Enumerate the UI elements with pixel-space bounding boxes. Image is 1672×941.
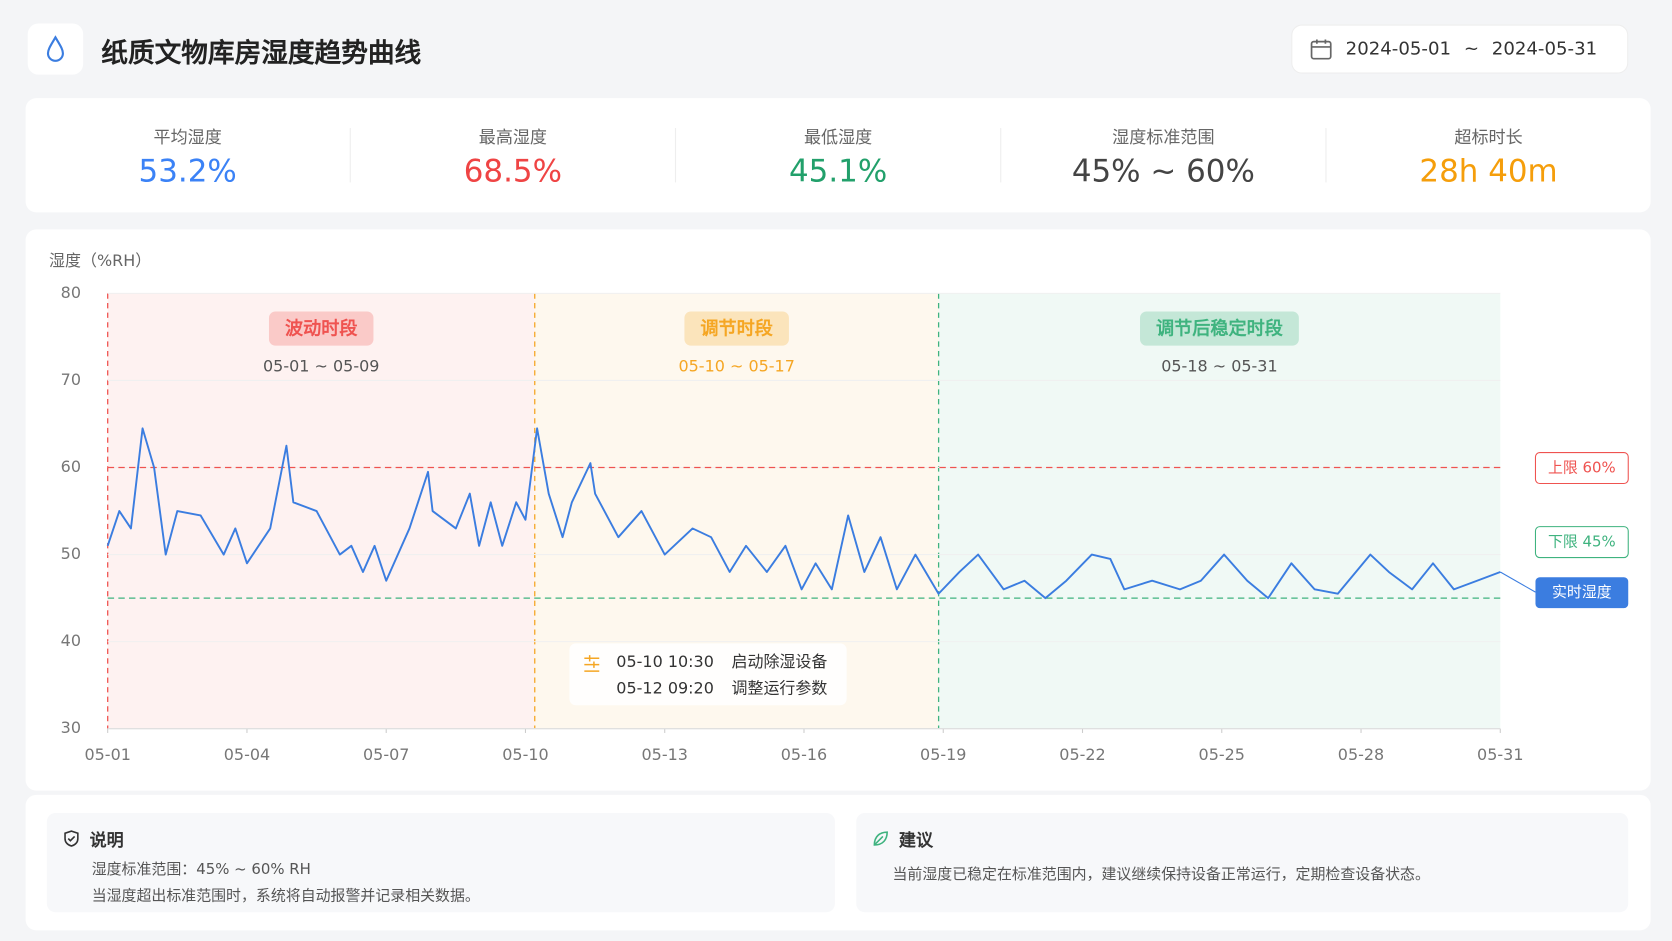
stat: 超标时长 28h 40m xyxy=(1325,126,1650,188)
y-axis-label: 湿度（%RH） xyxy=(49,251,151,270)
stat-label: 湿度标准范围 xyxy=(1112,126,1215,147)
stat: 最低湿度 45.1% xyxy=(674,126,1000,188)
date-range[interactable]: 2024-05-01 ~ 2024-05-31 xyxy=(1291,24,1629,74)
stat-value: 45% ~ 60% xyxy=(1071,152,1255,189)
period-range: 05-10 ~ 05-17 xyxy=(678,357,794,376)
period-range: 05-01 ~ 05-09 xyxy=(263,357,379,376)
x-tick-label: 05-28 xyxy=(1338,745,1384,764)
legend-label: 实时湿度 xyxy=(1552,583,1612,601)
y-tick-label: 80 xyxy=(61,283,81,302)
event-text: 调整运行参数 xyxy=(731,679,827,698)
x-tick-label: 05-25 xyxy=(1199,745,1245,764)
stat-label: 超标时长 xyxy=(1454,126,1523,147)
threshold-label: 上限 60% xyxy=(1548,459,1616,477)
y-tick-label: 30 xyxy=(61,718,81,737)
threshold-tag xyxy=(1534,452,1629,485)
event-icon xyxy=(584,655,600,672)
drop-icon xyxy=(46,35,64,62)
date-end: 2024-05-31 xyxy=(1491,38,1598,60)
period-band xyxy=(938,293,1501,729)
x-tick-label: 05-07 xyxy=(363,745,409,764)
stat: 平均湿度 53.2% xyxy=(26,98,350,212)
x-tick-label: 05-16 xyxy=(781,745,827,764)
stat-label: 平均湿度 xyxy=(153,126,222,147)
period-pill xyxy=(684,311,789,346)
stat-value: 53.2% xyxy=(138,152,237,189)
stats-card: 平均湿度 53.2% 最高湿度 68.5% 最低湿度 45.1% 湿度标准范围 45% ~ 6… xyxy=(25,98,1651,213)
notes-box: 说明 湿度标准范围：45% ~ 60% RH 当湿度超出标准范围时，系统将自动报… xyxy=(46,812,835,913)
y-tick-label: 50 xyxy=(61,544,81,563)
advice-title: 建议 xyxy=(898,830,934,851)
title: 纸质文物库房湿度趋势曲线 xyxy=(101,37,422,69)
threshold-label: 下限 45% xyxy=(1548,533,1616,551)
notes-title: 说明 xyxy=(89,830,124,851)
event-time: 05-12 09:20 xyxy=(616,679,714,698)
notes-heading: 说明 xyxy=(62,826,124,852)
period-pill xyxy=(1140,311,1299,346)
x-tick-label: 05-04 xyxy=(224,745,270,764)
period-name: 波动时段 xyxy=(285,318,358,340)
period-name: 调节后稳定时段 xyxy=(1156,318,1284,340)
stat-value: 28h 40m xyxy=(1419,152,1558,189)
date-separator: ~ xyxy=(1463,38,1480,60)
stat-value: 68.5% xyxy=(463,152,563,189)
series-line xyxy=(106,427,1501,600)
event-box xyxy=(569,643,847,706)
stat: 湿度标准范围 45% ~ 60% xyxy=(1000,126,1325,188)
y-tick-label: 40 xyxy=(61,631,81,650)
advice-text: 当前湿度已稳定在标准范围内，建议继续保持设备正常运行，定期检查设备状态。 xyxy=(892,866,1430,884)
y-tick-label: 60 xyxy=(61,457,81,476)
stat-label: 最高湿度 xyxy=(478,126,548,147)
realtime-tag xyxy=(1535,577,1629,609)
shield-icon xyxy=(64,830,79,847)
stat-value: 45.1% xyxy=(788,152,888,189)
x-tick-label: 05-01 xyxy=(84,745,130,764)
x-tick-label: 05-19 xyxy=(920,745,966,764)
stat: 最高湿度 68.5% xyxy=(349,126,675,188)
event-text: 启动除湿设备 xyxy=(731,652,827,671)
stat-label: 最低湿度 xyxy=(803,126,873,147)
x-tick-label: 05-31 xyxy=(1477,745,1523,764)
y-tick-label: 70 xyxy=(61,370,81,389)
leaf-icon xyxy=(873,831,888,846)
advice-box: 建议 当前湿度已稳定在标准范围内，建议继续保持设备正常运行，定期检查设备状态。 xyxy=(856,812,1629,913)
notes-line: 湿度标准范围：45% ~ 60% RH xyxy=(91,860,311,879)
period-range: 05-18 ~ 05-31 xyxy=(1161,357,1277,376)
period-pill xyxy=(268,311,374,346)
x-tick-label: 05-10 xyxy=(502,745,548,764)
notes-line: 当湿度超出标准范围时，系统将自动报警并记录相关数据。 xyxy=(91,887,480,905)
x-tick-label: 05-22 xyxy=(1059,745,1105,764)
date-start: 2024-05-01 xyxy=(1345,38,1452,60)
threshold-tag xyxy=(1534,526,1629,559)
event-time: 05-10 10:30 xyxy=(616,652,714,671)
icon-box xyxy=(27,23,84,75)
advice-heading: 建议 xyxy=(871,826,933,852)
calendar-icon xyxy=(1310,39,1332,60)
period-name: 调节时段 xyxy=(700,318,773,340)
realtime-connector xyxy=(1500,571,1536,593)
x-tick-label: 05-13 xyxy=(642,745,688,764)
